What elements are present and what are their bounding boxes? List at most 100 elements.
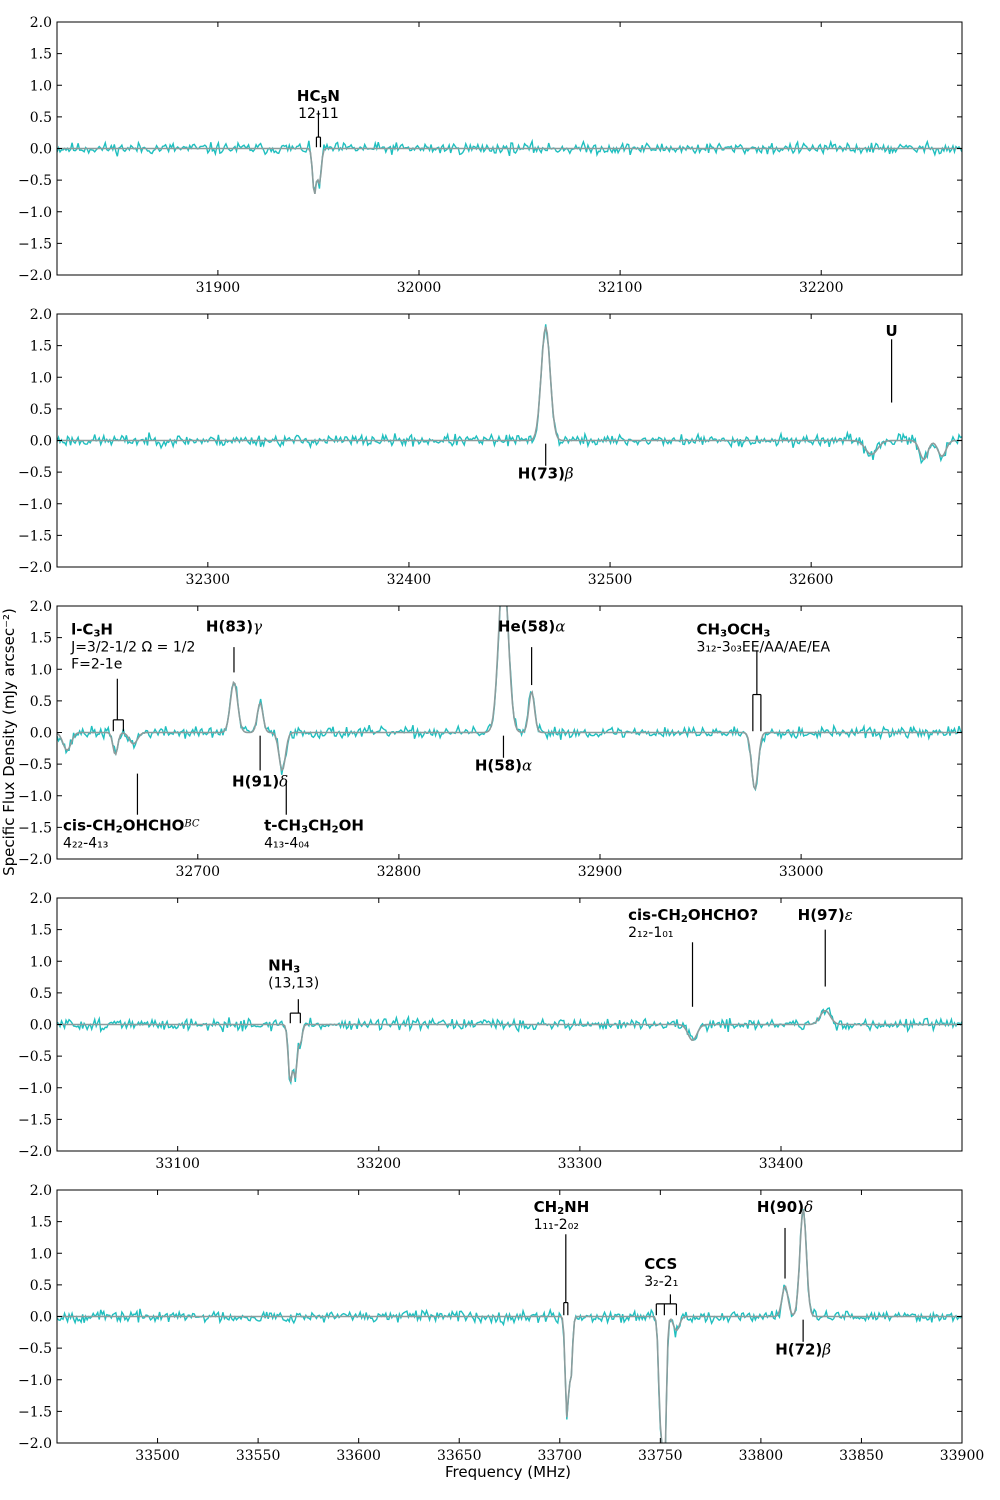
y-tick-label: −1.5 (18, 528, 52, 544)
species-label: HC5N (297, 87, 340, 106)
species-label: cis-CH2OHCHOBC (63, 817, 200, 836)
species-label: NH3 (268, 957, 300, 976)
x-tick-label: 33500 (135, 1448, 180, 1464)
y-tick-label: −1.0 (18, 789, 52, 805)
species-label: CCS (644, 1255, 677, 1273)
species-label: l-C3H (71, 620, 113, 639)
line-label: H(97)ε (798, 906, 853, 987)
y-tick-label: 1.0 (30, 370, 52, 386)
species-label: He(58)α (498, 617, 565, 635)
species-label: cis-CH2OHCHO? (628, 906, 758, 925)
y-tick-label: −0.5 (18, 173, 52, 189)
y-tick-label: −1.0 (18, 205, 52, 221)
x-tick-label: 32500 (588, 572, 633, 588)
y-tick-label: 1.5 (30, 631, 52, 647)
species-label: H(97)ε (798, 906, 853, 924)
y-tick-label: −1.0 (18, 1373, 52, 1389)
panel-4: −2.0 −1.5 −1.0 −0.5 0.0 0.5 1.0 1.5 2.0 33100 3320… (18, 891, 963, 1172)
model-spectrum (57, 1009, 962, 1083)
y-tick-label: −0.5 (18, 465, 52, 481)
y-tick-label: 1.0 (30, 1246, 52, 1262)
panel-3: −2.0 −1.5 −1.0 −0.5 0.0 0.5 1.0 1.5 2.0 32700 3280… (18, 599, 963, 880)
y-tick-label: 2.0 (30, 15, 52, 31)
y-tick-label: 0.5 (30, 694, 52, 710)
y-tick-label: 0.5 (30, 402, 52, 418)
line-label: H(72)β (775, 1319, 831, 1358)
species-label: H(90)δ (757, 1198, 813, 1216)
panel-5: −2.0 −1.5 −1.0 −0.5 0.0 0.5 1.0 1.5 2.0 33500 3355… (18, 1183, 985, 1464)
y-tick-label: 0.0 (30, 142, 52, 158)
line-label: cis-CH2OHCHO?2₁₂-1₀₁ (628, 906, 758, 1007)
x-tick-label: 32400 (387, 572, 432, 588)
y-tick-label: −2.0 (18, 268, 52, 284)
line-label: NH3(13,13) (268, 957, 319, 1024)
x-tick-label: 33600 (336, 1448, 381, 1464)
y-tick-label: 0.5 (30, 986, 52, 1002)
x-axis-label: Frequency (MHz) (445, 1463, 571, 1481)
y-tick-label: 2.0 (30, 307, 52, 323)
y-tick-label: 1.5 (30, 47, 52, 63)
y-tick-label: 0.0 (30, 434, 52, 450)
x-tick-label: 33100 (155, 1156, 200, 1172)
y-tick-label: 0.0 (30, 1310, 52, 1326)
x-tick-label: 33900 (940, 1448, 985, 1464)
species-label: U (886, 322, 898, 340)
y-tick-label: −2.0 (18, 1144, 52, 1160)
x-tick-label: 32900 (578, 864, 623, 880)
transition-label: 3₁₂-3₀₃EE/AA/AE/EA (697, 639, 831, 655)
x-tick-label: 32600 (789, 572, 834, 588)
species-label: CH3OCH3 (697, 620, 771, 639)
line-label: H(58)α (475, 735, 532, 774)
x-tick-label: 31900 (196, 280, 241, 296)
x-tick-label: 33750 (638, 1448, 683, 1464)
y-tick-label: 2.0 (30, 1183, 52, 1199)
x-tick-label: 33700 (538, 1448, 583, 1464)
x-tick-label: 32800 (377, 864, 422, 880)
transition-label: 3₂-2₁ (644, 1274, 678, 1290)
y-tick-label: −0.5 (18, 1341, 52, 1357)
y-tick-label: 2.0 (30, 891, 52, 907)
y-tick-label: −1.0 (18, 497, 52, 513)
transition-label: (13,13) (268, 976, 319, 992)
y-tick-label: −0.5 (18, 757, 52, 773)
x-tick-label: 32700 (176, 864, 221, 880)
y-tick-label: −1.5 (18, 820, 52, 836)
model-spectrum (57, 606, 962, 791)
y-tick-label: 1.5 (30, 339, 52, 355)
transition-label: 2₁₂-1₀₁ (628, 925, 673, 941)
x-tick-label: 32300 (186, 572, 231, 588)
line-label: H(83)γ (206, 617, 262, 673)
species-label: CH2NH (534, 1198, 590, 1217)
model-spectrum (57, 1209, 962, 1443)
line-label: H(90)δ (757, 1198, 813, 1279)
x-tick-label: 32000 (397, 280, 442, 296)
species-label: H(72)β (775, 1340, 831, 1358)
line-label: H(91)δ (232, 735, 288, 790)
y-tick-label: −1.5 (18, 236, 52, 252)
x-tick-label: 33200 (357, 1156, 402, 1172)
x-tick-label: 33400 (759, 1156, 804, 1172)
species-label: H(91)δ (232, 772, 288, 790)
y-tick-label: 0.5 (30, 1278, 52, 1294)
y-tick-label: 1.0 (30, 662, 52, 678)
y-tick-label: −0.5 (18, 1049, 52, 1065)
panel-1: −2.0 −1.5 −1.0 −0.5 0.0 0.5 1.0 1.5 2.0 31900 3200… (18, 15, 963, 296)
species-label: H(58)α (475, 756, 532, 774)
model-spectrum (57, 147, 962, 195)
x-tick-label: 33000 (779, 864, 824, 880)
x-tick-label: 33300 (558, 1156, 603, 1172)
transition-label: 1₁₁-2₀₂ (534, 1217, 579, 1233)
x-tick-label: 33850 (839, 1448, 884, 1464)
model-spectrum (57, 326, 962, 461)
y-tick-label: −1.5 (18, 1404, 52, 1420)
y-tick-label: 1.5 (30, 1215, 52, 1231)
y-tick-label: −2.0 (18, 852, 52, 868)
panels: −2.0 −1.5 −1.0 −0.5 0.0 0.5 1.0 1.5 2.0 31900 3200… (18, 15, 985, 1464)
species-label: H(83)γ (206, 617, 262, 635)
